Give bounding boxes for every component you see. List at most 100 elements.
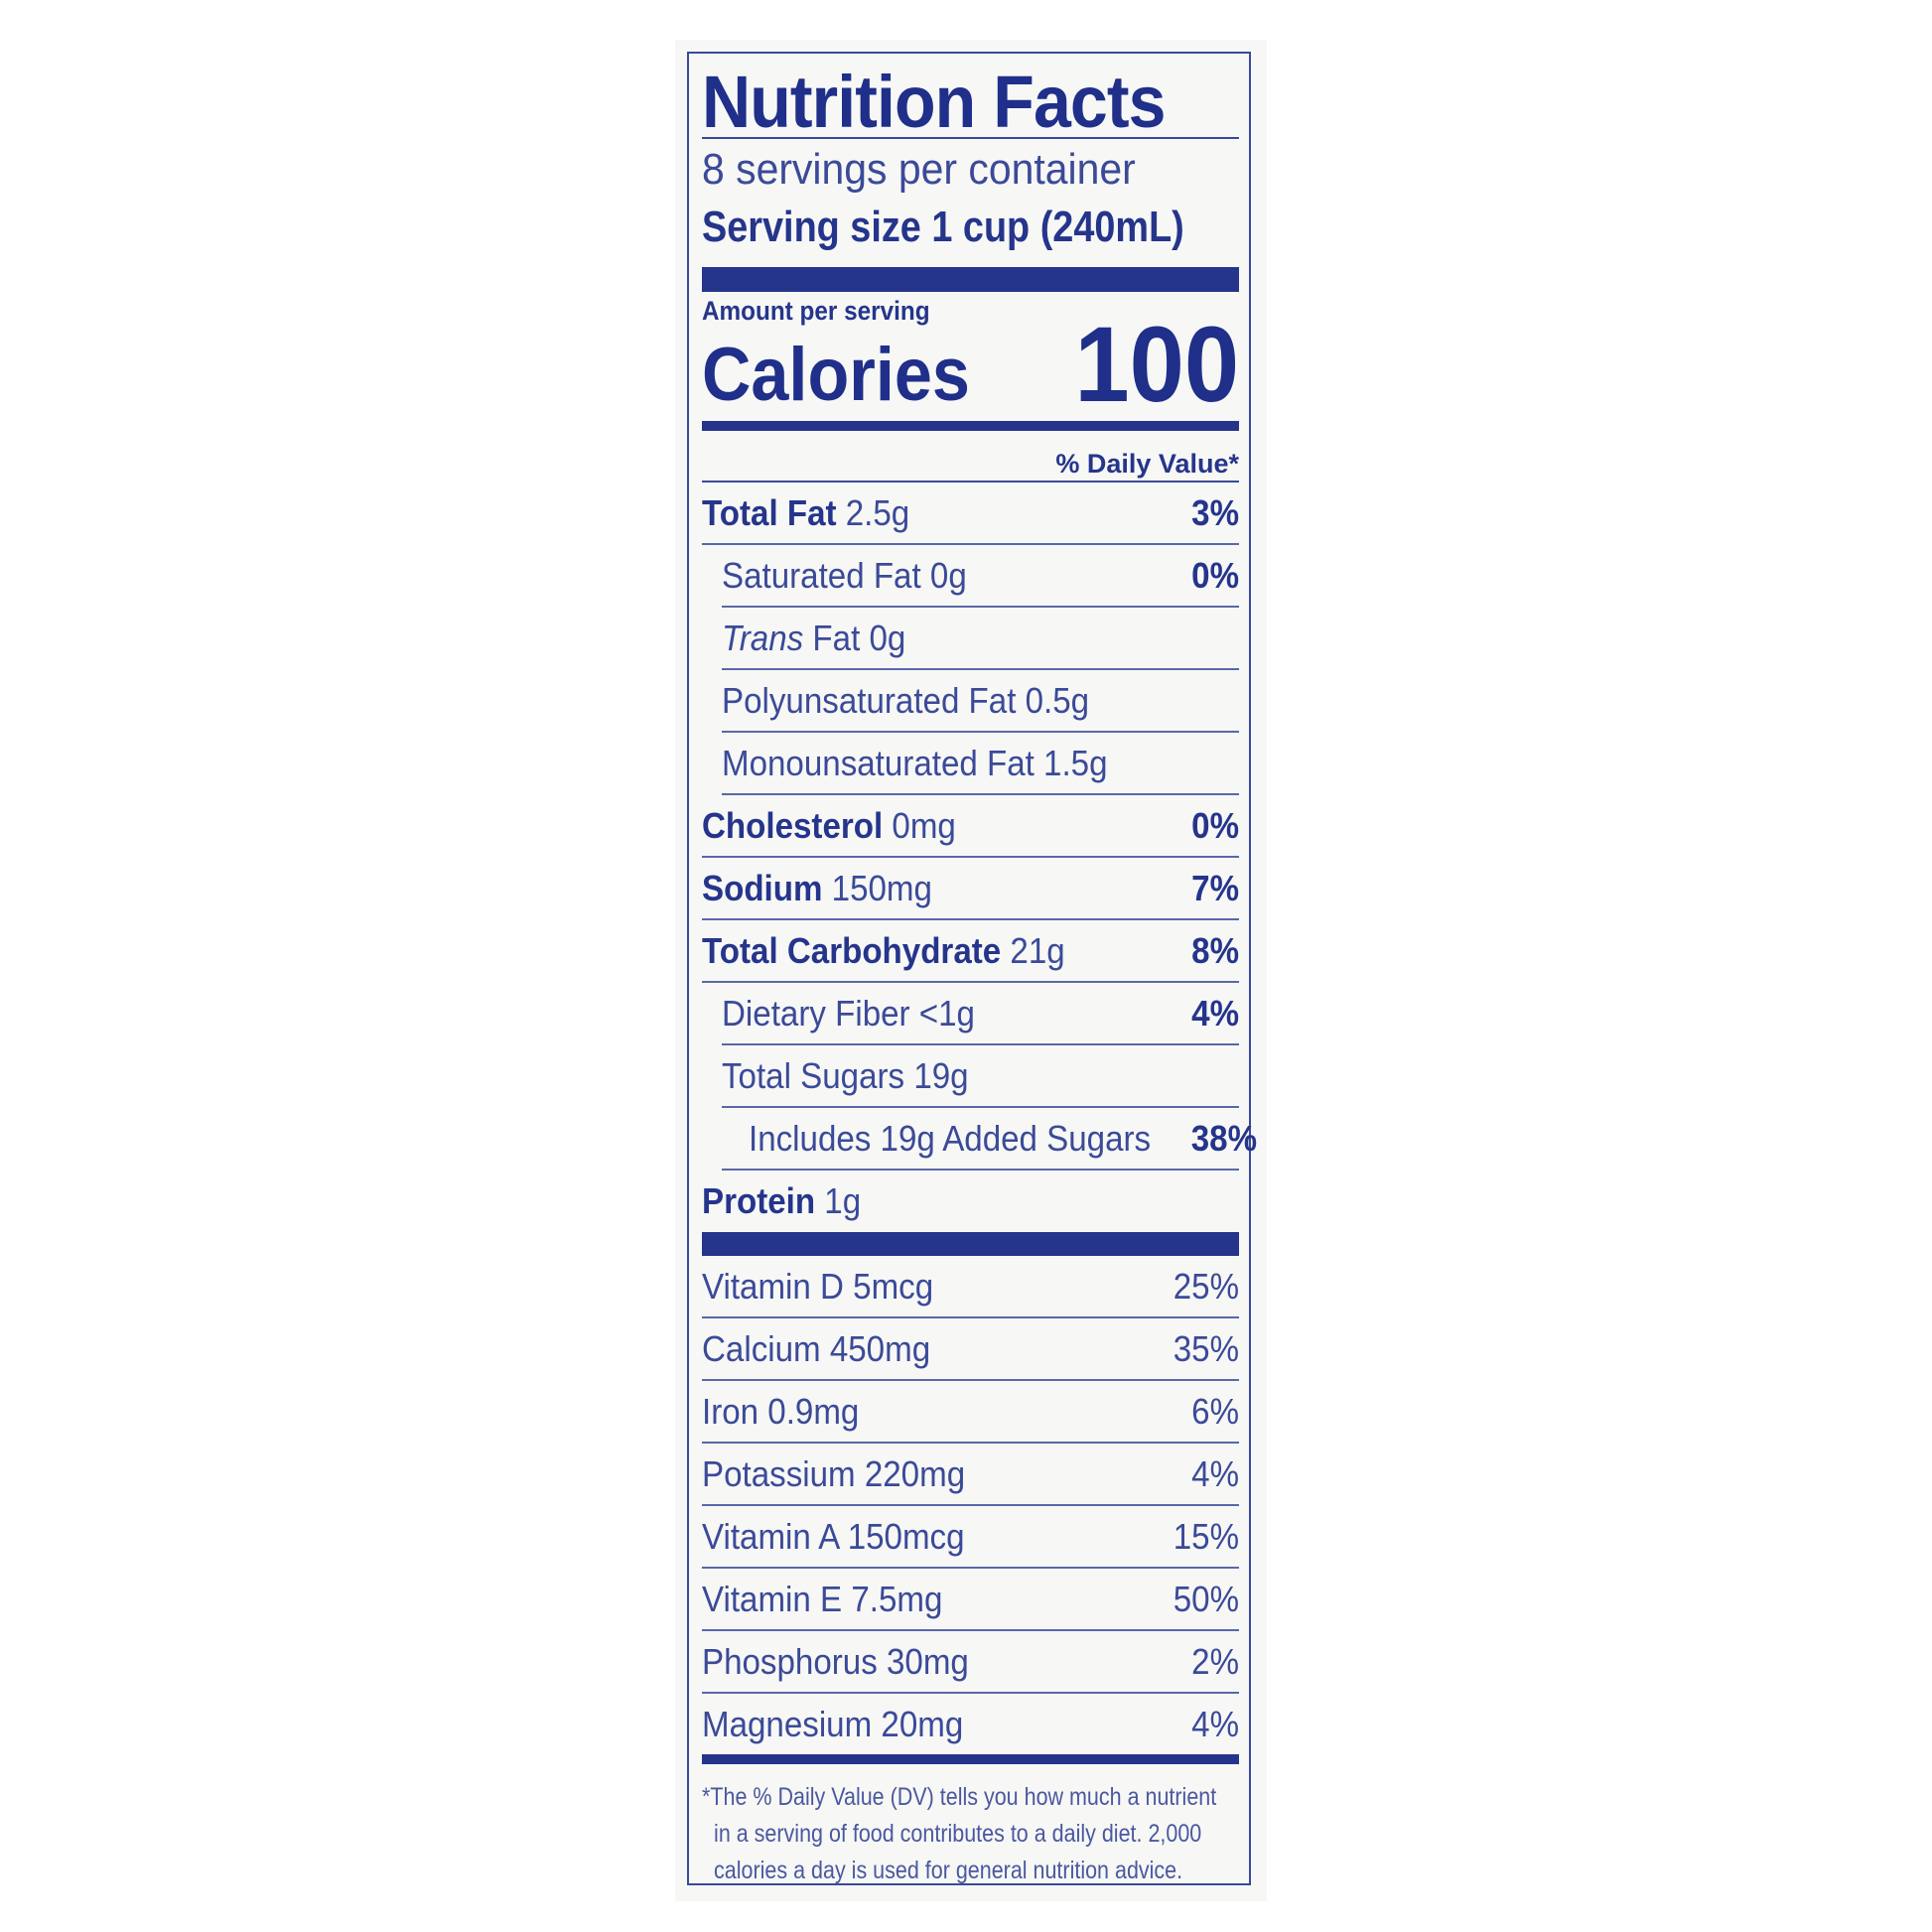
- daily-value-percent: 50%: [1173, 1578, 1239, 1619]
- nutrient-amount: 1.5g: [1043, 742, 1108, 783]
- nutrient-label: Vitamin A 150mcg: [702, 1516, 965, 1558]
- divider: [702, 481, 1239, 483]
- nutrient-amount: 0mg: [892, 804, 956, 846]
- nutrient-row: Vitamin A 150mcg 15%: [702, 1506, 1239, 1569]
- nutrient-label: Magnesium 20mg: [702, 1704, 963, 1745]
- nutrient-name-italic: Trans: [722, 617, 804, 658]
- nutrient-row: Phosphorus 30mg 2%: [702, 1631, 1239, 1694]
- nutrient-name: Vitamin E: [702, 1578, 843, 1619]
- nutrient-name: Iron: [702, 1390, 759, 1432]
- nutrient-row: Iron 0.9mg 6%: [702, 1381, 1239, 1444]
- daily-value-header: % Daily Value*: [1055, 449, 1239, 479]
- nutrient-label: Sodium 150mg: [702, 868, 932, 909]
- nutrient-name: Total Carbohydrate: [702, 929, 1002, 971]
- daily-value-percent: 4%: [1191, 1703, 1239, 1744]
- daily-value-percent: 3%: [1191, 491, 1239, 533]
- nutrient-amount: 30mg: [886, 1640, 969, 1682]
- nutrient-amount: 20mg: [881, 1703, 964, 1744]
- daily-value-percent: 8%: [1191, 929, 1239, 971]
- daily-value-percent: 38%: [1191, 1117, 1258, 1159]
- nutrient-row: Potassium 220mg 4%: [702, 1444, 1239, 1506]
- nutrient-name: Polyunsaturated Fat: [722, 679, 1017, 721]
- nutrient-name: Sodium: [702, 867, 823, 908]
- nutrient-label: Monounsaturated Fat 1.5g: [722, 743, 1108, 784]
- nutrient-label: Protein 1g: [702, 1180, 861, 1222]
- nutrient-row: Cholesterol 0mg 0%: [702, 795, 1239, 858]
- nutrient-label: Vitamin D 5mcg: [702, 1266, 933, 1308]
- nutrient-amount: 220mg: [864, 1452, 966, 1494]
- nutrition-facts-panel: Nutrition Facts 8 servings per container…: [675, 40, 1267, 1901]
- nutrient-amount: 0.5g: [1025, 679, 1090, 721]
- nutrient-name: Phosphorus: [702, 1640, 878, 1682]
- nutrient-name: Monounsaturated Fat: [722, 742, 1035, 783]
- nutrient-label: Total Fat 2.5g: [702, 492, 909, 534]
- nutrient-label: Polyunsaturated Fat 0.5g: [722, 680, 1089, 722]
- nutrient-amount: 0g: [869, 617, 906, 658]
- nutrient-name: Vitamin D: [702, 1265, 844, 1307]
- nutrient-label: Vitamin E 7.5mg: [702, 1579, 942, 1620]
- nutrient-amount: 21g: [1010, 929, 1065, 971]
- footnote-line: in a serving of food contributes to a da…: [714, 1820, 1202, 1848]
- nutrient-row: Includes 19g Added Sugars 38%: [722, 1108, 1257, 1171]
- daily-value-percent: 7%: [1191, 867, 1239, 908]
- divider: [702, 137, 1239, 139]
- nutrient-row: Monounsaturated Fat 1.5g: [722, 733, 1239, 795]
- nutrient-label: Total Carbohydrate 21g: [702, 930, 1065, 972]
- nutrient-amount: <1g: [918, 992, 975, 1034]
- nutrient-row: Total Fat 2.5g 3%: [702, 483, 1239, 545]
- nutrient-row: Trans Fat 0g: [722, 608, 1239, 670]
- nutrient-name: Dietary Fiber: [722, 992, 910, 1034]
- footnote-line: *The % Daily Value (DV) tells you how mu…: [702, 1783, 1217, 1811]
- calories-value: 100: [1074, 304, 1239, 424]
- daily-value-percent: 25%: [1173, 1265, 1239, 1307]
- medium-divider: [702, 421, 1239, 431]
- daily-value-percent: 4%: [1191, 992, 1239, 1034]
- nutrient-name: Total Sugars: [722, 1054, 905, 1096]
- daily-value-percent: 4%: [1191, 1452, 1239, 1494]
- nutrient-row: Sodium 150mg 7%: [702, 858, 1239, 920]
- daily-value-percent: 6%: [1191, 1390, 1239, 1432]
- nutrient-row: Dietary Fiber <1g 4%: [722, 983, 1239, 1045]
- nutrient-row: Polyunsaturated Fat 0.5g: [722, 670, 1239, 733]
- nutrient-label: Includes 19g Added Sugars: [749, 1118, 1151, 1160]
- thick-divider: [702, 267, 1239, 292]
- daily-value-percent: 35%: [1173, 1327, 1239, 1369]
- footnote-line: calories a day is used for general nutri…: [714, 1857, 1183, 1884]
- nutrient-row: Total Sugars 19g: [722, 1045, 1239, 1108]
- nutrient-amount: 5mcg: [853, 1265, 934, 1307]
- daily-value-percent: 2%: [1191, 1640, 1239, 1682]
- nutrient-row: Magnesium 20mg 4%: [702, 1694, 1239, 1754]
- nutrient-name: Calcium: [702, 1327, 821, 1369]
- nutrient-label: Total Sugars 19g: [722, 1055, 969, 1097]
- nutrient-name: Cholesterol: [702, 804, 884, 846]
- thick-divider: [702, 1232, 1239, 1256]
- amount-per-serving: Amount per serving: [702, 296, 930, 326]
- footnote: *The % Daily Value (DV) tells you how mu…: [702, 1779, 1240, 1889]
- label-border: Nutrition Facts 8 servings per container…: [687, 52, 1257, 1885]
- nutrient-label: Calcium 450mg: [702, 1328, 930, 1370]
- nutrient-label: Iron 0.9mg: [702, 1391, 859, 1433]
- nutrient-name: Fat: [812, 617, 861, 658]
- nutrient-label: Potassium 220mg: [702, 1453, 965, 1495]
- nutrient-row: Protein 1g: [702, 1171, 1239, 1231]
- nutrient-name: Magnesium: [702, 1703, 873, 1744]
- nutrient-amount: 450mg: [829, 1327, 931, 1369]
- nutrient-name: Includes 19g Added Sugars: [749, 1117, 1152, 1159]
- nutrient-label: Saturated Fat 0g: [722, 555, 967, 597]
- medium-divider: [702, 1754, 1239, 1764]
- nutrient-name: Protein: [702, 1179, 816, 1221]
- label-title: Nutrition Facts: [702, 61, 1166, 143]
- nutrient-name: Potassium: [702, 1452, 856, 1494]
- nutrient-amount: 150mg: [831, 867, 932, 908]
- servings-per-container: 8 servings per container: [702, 145, 1136, 194]
- nutrient-row: Total Carbohydrate 21g 8%: [702, 920, 1239, 983]
- nutrient-amount: 0g: [929, 554, 967, 596]
- nutrient-amount: 0.9mg: [767, 1390, 860, 1432]
- nutrient-amount: 150mcg: [847, 1515, 965, 1557]
- nutrient-row: Vitamin E 7.5mg 50%: [702, 1569, 1239, 1631]
- nutrient-amount: 1g: [824, 1179, 862, 1221]
- nutrient-label: Dietary Fiber <1g: [722, 993, 975, 1035]
- nutrient-label: Phosphorus 30mg: [702, 1641, 969, 1683]
- daily-value-percent: 0%: [1191, 804, 1239, 846]
- nutrient-name: Saturated Fat: [722, 554, 921, 596]
